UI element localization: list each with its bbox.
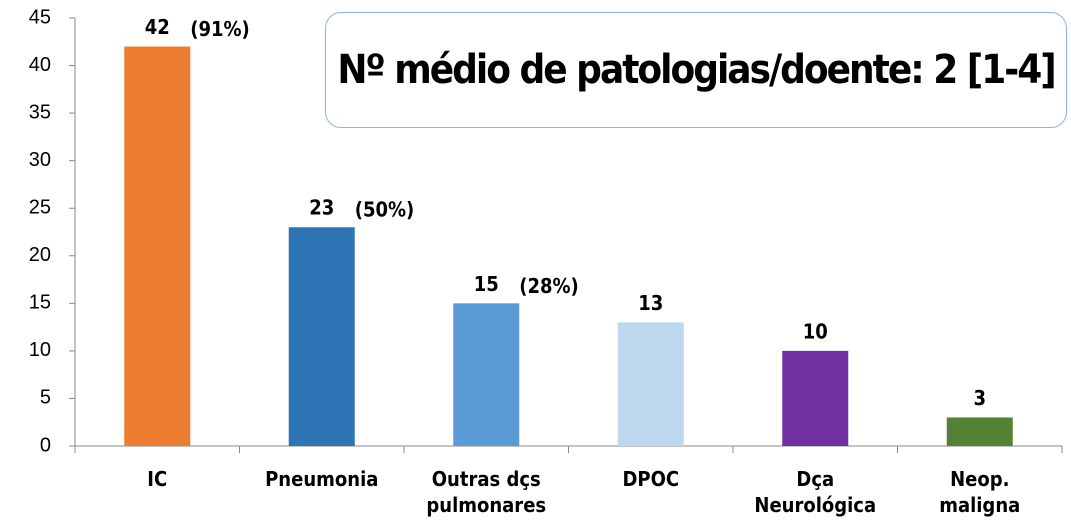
bar [288, 227, 355, 446]
value-label: 3 [973, 386, 986, 410]
y-tick-label: 20 [29, 244, 51, 266]
percent-label: (91%) [190, 17, 250, 41]
bar [124, 46, 191, 447]
value-label: 10 [803, 319, 828, 343]
y-tick-label: 25 [29, 197, 51, 219]
value-label: 42 [145, 15, 170, 39]
x-tick-label: DPOC [622, 467, 680, 491]
value-label: 23 [309, 196, 334, 220]
value-label: 13 [638, 291, 663, 315]
bar [782, 350, 849, 446]
value-label: 15 [474, 272, 499, 296]
bar [617, 322, 684, 446]
x-tick-label: IC [147, 467, 168, 491]
bar [453, 303, 520, 446]
percent-label: (50%) [355, 198, 415, 222]
x-tick-label: Pneumonia [265, 467, 379, 491]
bar [946, 417, 1013, 446]
annotation-box: Nº médio de patologias/doente: 2 [1-4] [325, 12, 1067, 128]
y-tick-label: 30 [29, 149, 51, 171]
y-tick-label: 40 [29, 54, 51, 76]
y-tick-label: 45 [29, 6, 51, 28]
x-tick-label: Neop. maligna [939, 467, 1021, 517]
y-tick-label: 0 [40, 434, 51, 456]
x-tick-label: Outras dçs pulmonares [426, 467, 547, 517]
percent-label: (28%) [519, 274, 579, 298]
y-tick-label: 15 [29, 292, 51, 314]
y-tick-label: 10 [29, 339, 51, 361]
y-tick-label: 5 [40, 387, 51, 409]
x-tick-label: Dça Neurológica [754, 467, 877, 517]
y-tick-label: 35 [29, 101, 51, 123]
